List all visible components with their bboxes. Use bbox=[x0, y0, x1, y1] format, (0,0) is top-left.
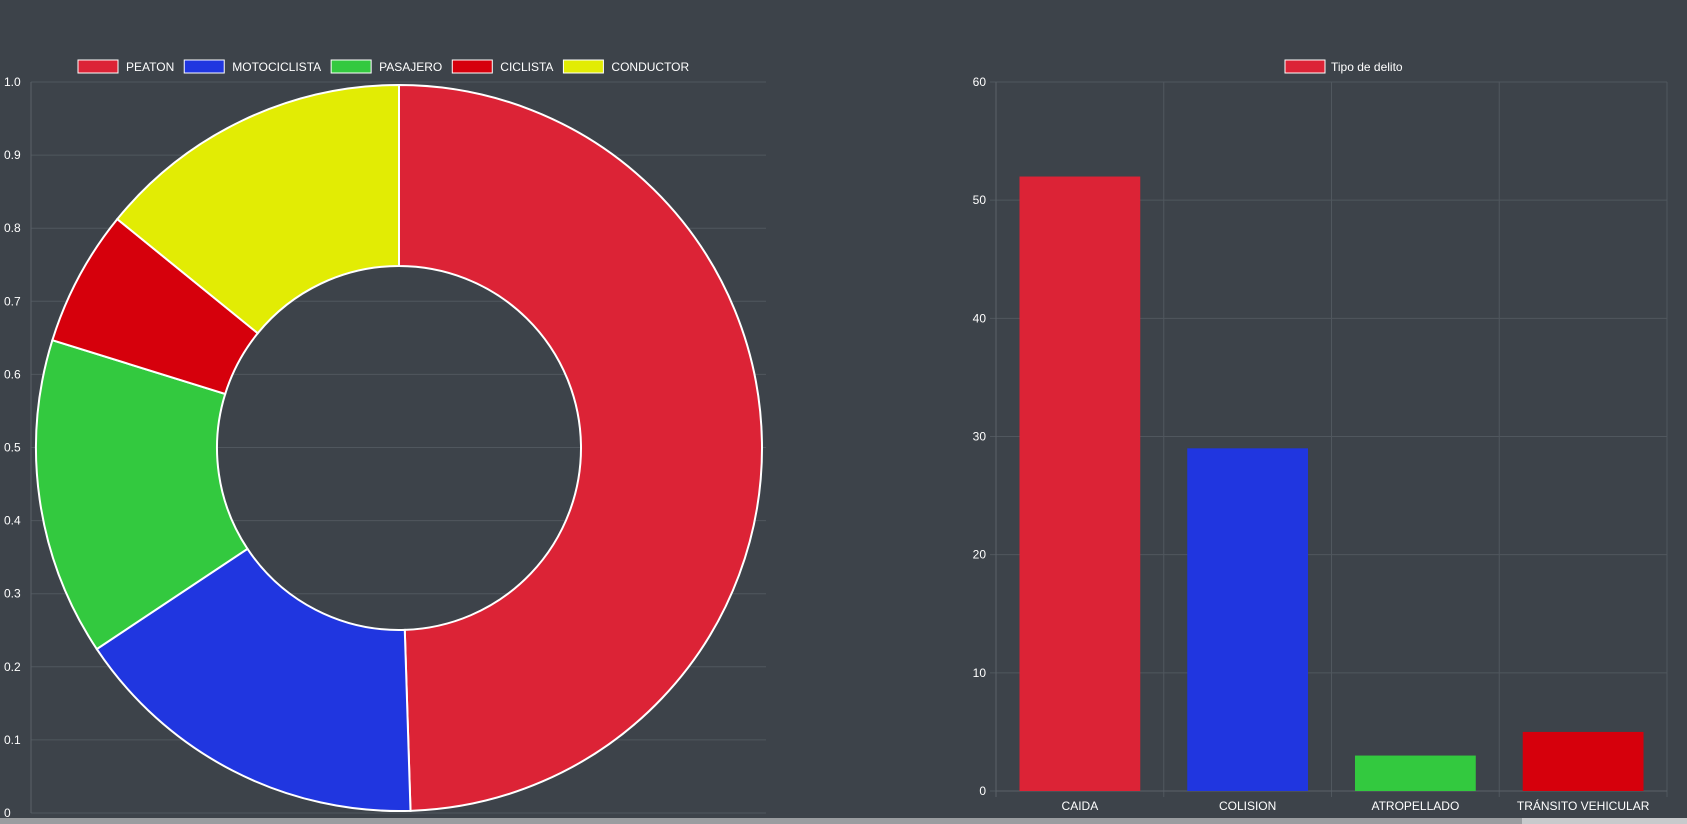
bar-legend-item[interactable]: Tipo de delito bbox=[1284, 59, 1403, 74]
donut-y-tick-label: 0.6 bbox=[4, 367, 21, 381]
legend-swatch bbox=[562, 59, 604, 74]
donut-y-tick-label: 0.3 bbox=[4, 587, 21, 601]
bar-caida[interactable] bbox=[1019, 176, 1141, 792]
donut-y-tick-label: 0.5 bbox=[4, 441, 21, 455]
donut-slice-motociclista[interactable] bbox=[95, 547, 412, 812]
bar-tránsito-vehicular[interactable] bbox=[1522, 731, 1644, 791]
bar-y-tick-label: 40 bbox=[973, 311, 987, 325]
bar-x-tick-label: COLISION bbox=[1219, 799, 1276, 813]
donut-legend-item-pasajero[interactable]: PASAJERO bbox=[330, 59, 442, 74]
bar-colision[interactable] bbox=[1187, 448, 1309, 791]
legend-label: Tipo de delito bbox=[1331, 60, 1403, 74]
bar-chart: 0 10 20 30 40 50 60 CAIDA COLISION ATROPELLADO TRÁ… bbox=[973, 59, 1668, 813]
donut-y-tick-label: 0.4 bbox=[4, 514, 21, 528]
bar-y-tick-label: 10 bbox=[973, 666, 987, 680]
bar-x-tick-label: ATROPELLADO bbox=[1371, 799, 1459, 813]
bar-y-tick-label: 50 bbox=[973, 193, 987, 207]
donut-y-tick-label: 0.9 bbox=[4, 148, 21, 162]
donut-legend-item-motociclista[interactable]: MOTOCICLISTA bbox=[183, 59, 321, 74]
donut-legend-item-conductor[interactable]: CONDUCTOR bbox=[562, 59, 690, 74]
donut-legend-item-ciclista[interactable]: CICLISTA bbox=[451, 59, 553, 74]
legend-swatch bbox=[330, 59, 372, 74]
donut-y-tick-label: 0 bbox=[4, 806, 11, 820]
horizontal-scrollbar[interactable] bbox=[0, 818, 1687, 824]
bar-y-tick-label: 20 bbox=[973, 548, 987, 562]
bar-y-tick-label: 30 bbox=[973, 430, 987, 444]
legend-swatch bbox=[183, 59, 225, 74]
donut-y-tick-label: 0.7 bbox=[4, 294, 21, 308]
donut-slice-conductor[interactable] bbox=[115, 83, 400, 335]
donut-y-tick-label: 0.8 bbox=[4, 221, 21, 235]
bar-y-tick-label: 60 bbox=[973, 75, 987, 89]
bar-atropellado[interactable] bbox=[1354, 755, 1476, 791]
donut-slice-pasajero[interactable] bbox=[35, 338, 249, 651]
legend-label: MOTOCICLISTA bbox=[232, 60, 321, 74]
legend-swatch bbox=[77, 59, 119, 74]
legend-label: CONDUCTOR bbox=[611, 60, 689, 74]
legend-label: PEATON bbox=[126, 60, 174, 74]
bar-y-tick-label: 0 bbox=[979, 784, 986, 798]
donut-y-tick-label: 0.1 bbox=[4, 733, 21, 747]
legend-swatch bbox=[451, 59, 493, 74]
bar-x-tick-label: TRÁNSITO VEHICULAR bbox=[1517, 798, 1650, 813]
donut-y-tick-label: 0.2 bbox=[4, 660, 21, 674]
donut-slice-peaton[interactable] bbox=[398, 83, 763, 812]
donut-chart: 0 0.1 0.2 0.3 0.4 0.5 0.6 0.7 0.8 0.9 1.0 PEATON MOT… bbox=[4, 59, 766, 820]
donut-y-tick-label: 1.0 bbox=[4, 75, 21, 89]
scrollbar-thumb[interactable] bbox=[1522, 818, 1687, 824]
donut-legend-item-peaton[interactable]: PEATON bbox=[77, 59, 174, 74]
legend-label: CICLISTA bbox=[500, 60, 553, 74]
bar-x-tick-label: CAIDA bbox=[1062, 799, 1099, 813]
legend-swatch bbox=[1284, 59, 1326, 74]
legend-label: PASAJERO bbox=[379, 60, 442, 74]
